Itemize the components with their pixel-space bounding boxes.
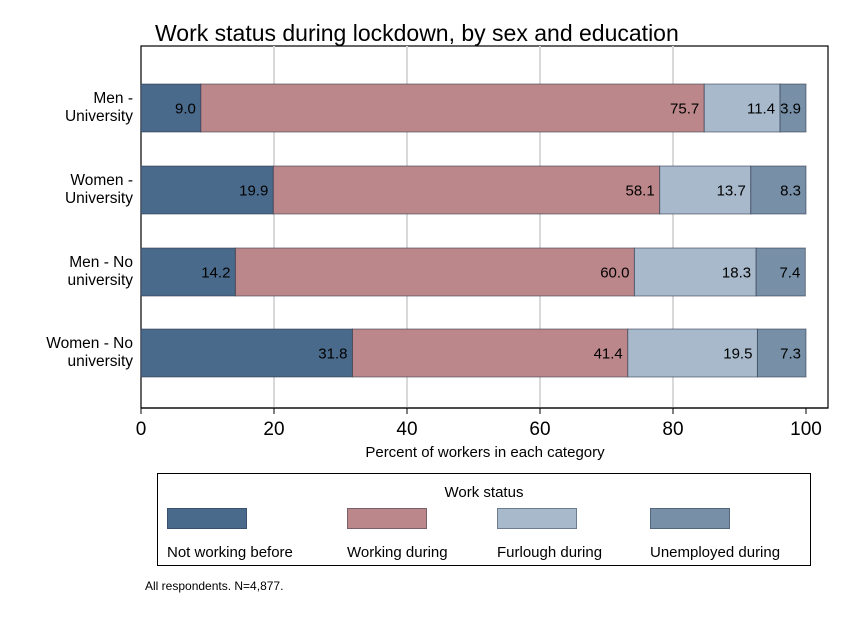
y-tick-label-line: Men - (93, 90, 133, 107)
x-axis-label: Percent of workers in each category (365, 444, 605, 461)
bar-segment (704, 84, 781, 132)
x-tick-label: 40 (396, 419, 417, 440)
x-tick-label: 20 (263, 419, 284, 440)
legend-item: Working during (347, 508, 448, 561)
bar-segment (141, 248, 236, 296)
stacked-bar-chart: 9.0 75.7 11.4 3.9 19.9 58.1 13.7 8.3 14.2 60.0 18.… (136, 45, 829, 440)
legend-swatch (497, 508, 577, 529)
bar-segment (141, 329, 353, 377)
y-tick-label: Women - No university (0, 335, 133, 371)
footnote: All respondents. N=4,877. (145, 579, 284, 593)
data-label: 8.3 (780, 183, 801, 200)
bar-segment (141, 166, 274, 214)
x-tick-label: 0 (136, 419, 147, 440)
bar-segment (235, 248, 635, 296)
legend-label: Unemployed during (650, 544, 781, 561)
bar-segment (750, 166, 806, 214)
bar-segment-outline (750, 165, 807, 215)
data-label: 41.4 (594, 346, 623, 363)
data-label: 11.4 (747, 101, 775, 118)
bar-segment (756, 248, 806, 296)
legend-label: Furlough during (497, 544, 603, 561)
legend-title: Work status (444, 484, 524, 501)
bar-segment (200, 84, 705, 132)
y-tick-label: Women - University (0, 172, 133, 208)
legend-swatch (650, 508, 730, 529)
legend: Work status Not working before Working du… (157, 473, 811, 566)
y-tick-label-line: University (64, 190, 133, 207)
bar-segment (634, 248, 757, 296)
y-tick-label-line: Women - No (46, 335, 133, 352)
y-tick-label-line: university (67, 353, 133, 370)
data-label: 7.3 (780, 346, 801, 363)
legend-label: Not working before (167, 544, 293, 561)
data-label: 3.9 (780, 101, 801, 118)
legend-item: Unemployed during (650, 508, 780, 561)
bar-segment-outline (756, 328, 807, 378)
bar-segment (627, 329, 758, 377)
bar-segment (352, 329, 628, 377)
data-label: 9.0 (175, 101, 196, 118)
x-tick-label: 60 (529, 419, 550, 440)
y-tick-label: Men - University (0, 90, 133, 126)
bar-segment (757, 329, 806, 377)
legend-label: Working during (347, 544, 448, 561)
data-label: 7.4 (779, 265, 800, 282)
data-label: 19.5 (723, 346, 752, 363)
x-tick-label: 100 (790, 419, 822, 440)
y-tick-label: Men - No university (0, 254, 133, 290)
bar-segment (780, 84, 806, 132)
data-label: 58.1 (625, 183, 654, 200)
bar-segment (659, 166, 751, 214)
data-label: 31.8 (318, 346, 347, 363)
data-label: 19.9 (239, 183, 268, 200)
data-label: 14.2 (201, 265, 230, 282)
data-label: 13.7 (717, 183, 746, 200)
bar-segment-outline (755, 247, 806, 297)
chart-title: Work status during lockdown, by sex and … (155, 20, 679, 46)
data-label: 60.0 (600, 265, 629, 282)
data-label: 75.7 (670, 101, 699, 118)
legend-item: Furlough during (497, 508, 602, 561)
x-tick-label: 80 (662, 419, 683, 440)
bar-segment-outline (779, 83, 807, 133)
y-tick-label-line: University (64, 108, 133, 125)
data-label: 18.3 (722, 265, 751, 282)
y-tick-label-line: university (67, 272, 133, 289)
bar-segment (141, 84, 201, 132)
y-tick-label-line: Men - No (69, 254, 133, 271)
legend-item: Not working before (167, 508, 293, 561)
y-tick-label-line: Women - (70, 172, 133, 189)
legend-swatch (347, 508, 427, 529)
bar-segment (273, 166, 660, 214)
legend-swatch (167, 508, 247, 529)
